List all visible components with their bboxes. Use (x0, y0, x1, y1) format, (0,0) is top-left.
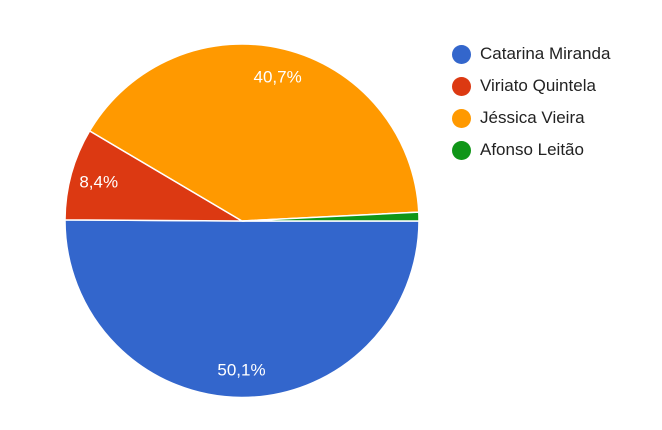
legend-swatch (452, 76, 471, 96)
legend-label: Viriato Quintela (480, 76, 596, 95)
pie-slices (64, 43, 420, 399)
legend-swatch (452, 108, 471, 128)
legend-label: Catarina Miranda (480, 44, 611, 63)
legend-swatch (452, 140, 471, 160)
legend-item-jessica-vieira[interactable]: Jéssica Vieira (452, 102, 610, 134)
legend-item-afonso-leitao[interactable]: Afonso Leitão (452, 134, 610, 166)
chart-legend: Catarina Miranda Viriato Quintela Jéssic… (452, 38, 610, 166)
pie-slice-viriato-quintela[interactable] (64, 129, 245, 222)
pie-slice-jessica-vieira[interactable] (88, 43, 420, 222)
slice-value-label: 40,7% (253, 68, 301, 87)
slice-value-label: 50,1% (217, 361, 265, 380)
slice-value-label: 8,4% (79, 172, 118, 191)
legend-swatch (452, 44, 471, 64)
legend-label: Afonso Leitão (480, 140, 584, 159)
legend-label: Jéssica Vieira (480, 108, 585, 127)
pie-slice-afonso-leitao[interactable] (241, 211, 420, 222)
legend-item-viriato-quintela[interactable]: Viriato Quintela (452, 70, 610, 102)
legend-item-catarina-miranda[interactable]: Catarina Miranda (452, 38, 610, 70)
pie-slice-catarina-miranda[interactable] (64, 219, 420, 399)
pie-slice-labels: 50,1% 8,4% 40,7% (79, 68, 301, 380)
